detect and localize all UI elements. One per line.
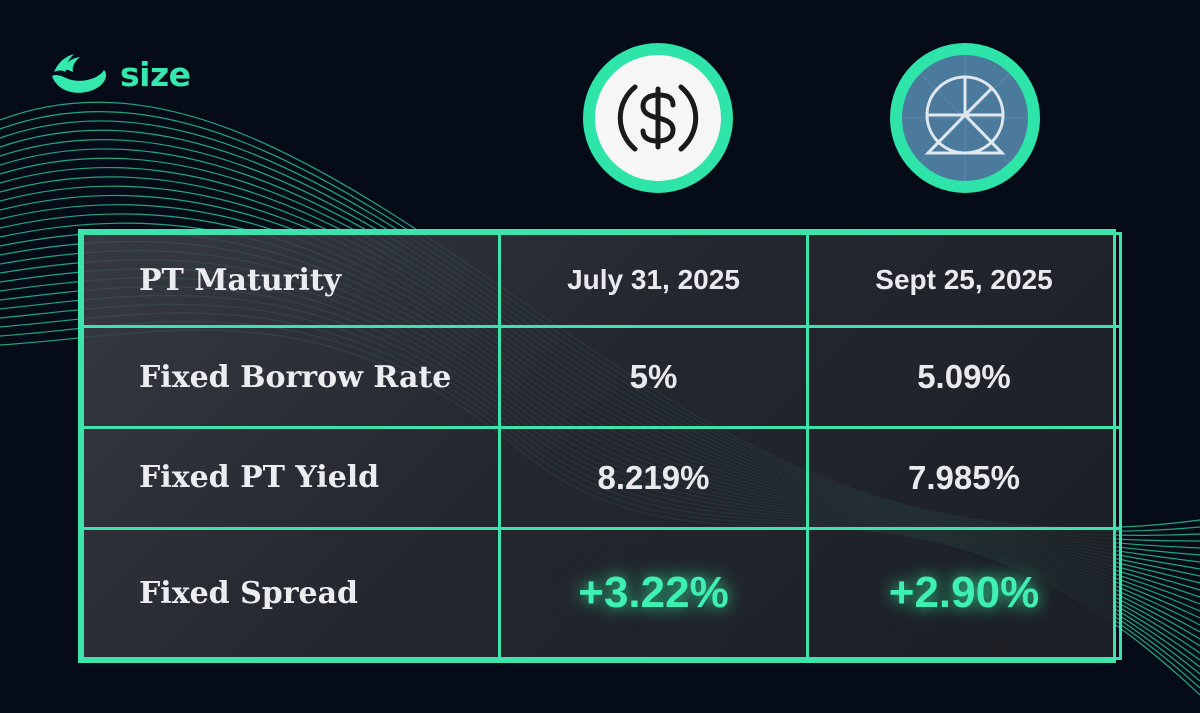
brand-logo: size	[48, 50, 191, 98]
brand-name: size	[120, 54, 191, 94]
ethena-icon	[902, 55, 1028, 181]
table-cell: 5.09%	[806, 325, 1122, 430]
comparison-table: PT Maturity July 31, 2025 Sept 25, 2025 …	[78, 229, 1122, 663]
row-label: Fixed Spread	[81, 526, 501, 661]
spread-value: +2.90%	[806, 526, 1122, 661]
row-label: Fixed PT Yield	[81, 426, 501, 530]
dollar-icon	[596, 56, 720, 180]
size-wing-logo-icon	[52, 54, 107, 93]
row-label: Fixed Borrow Rate	[81, 325, 501, 430]
table-row: Fixed Spread +3.22% +2.90%	[81, 526, 1122, 661]
table-cell: 5%	[498, 325, 809, 430]
usdc-token-icon	[583, 43, 733, 193]
table-row: Fixed PT Yield 8.219% 7.985%	[81, 426, 1122, 530]
ethena-token-icon	[890, 43, 1040, 193]
table-cell: 8.219%	[498, 426, 809, 530]
table-cell: Sept 25, 2025	[806, 231, 1122, 329]
table-row: PT Maturity July 31, 2025 Sept 25, 2025	[81, 231, 1122, 329]
table-cell: 7.985%	[806, 426, 1122, 530]
spread-value: +3.22%	[498, 526, 809, 661]
table-cell: July 31, 2025	[498, 231, 809, 329]
table-row: Fixed Borrow Rate 5% 5.09%	[81, 325, 1122, 430]
row-label: PT Maturity	[81, 231, 501, 329]
